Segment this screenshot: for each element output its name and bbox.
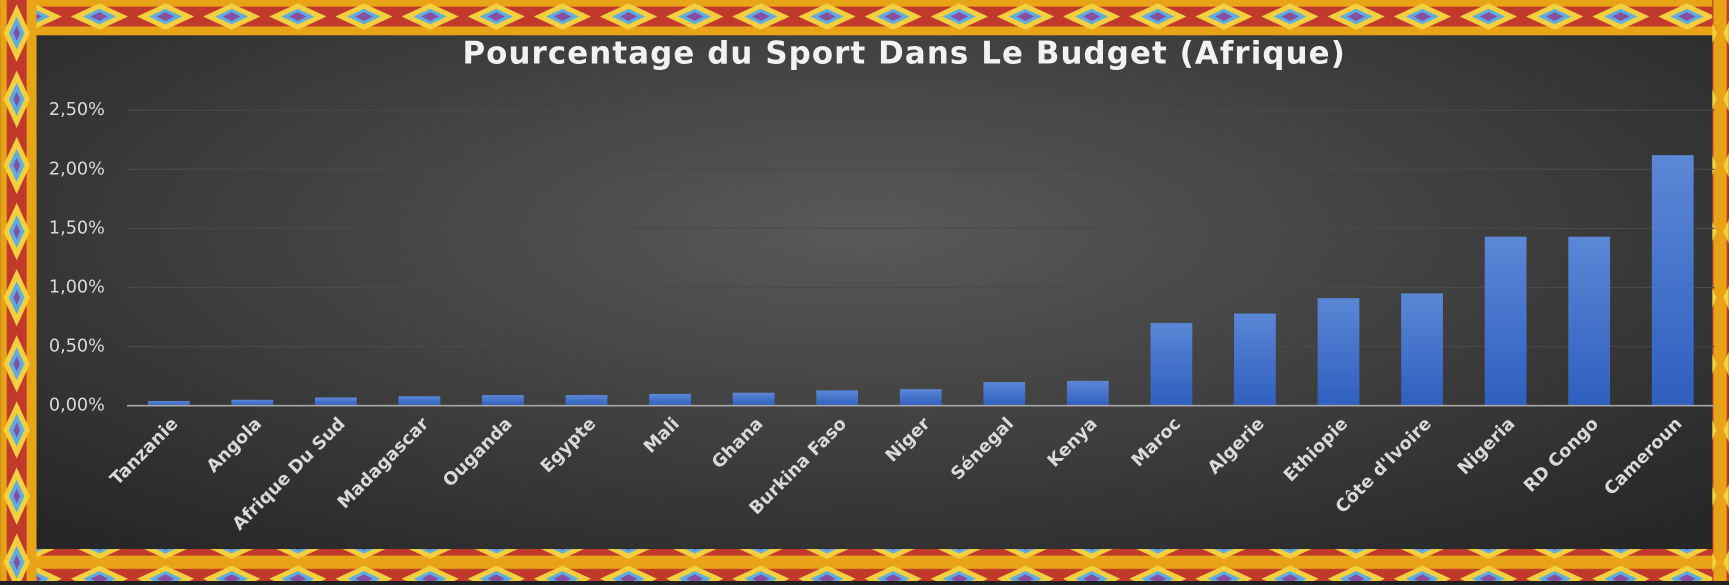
chart-title: Pourcentage du Sport Dans Le Budget (Afr… [462,36,1345,72]
bar [816,390,859,406]
bar [1401,293,1443,406]
bar [1568,236,1611,406]
bar [899,389,942,406]
bar [1484,236,1527,406]
bar [482,395,524,406]
y-tick-label: 0,50% [49,337,105,357]
y-tick-label: 1,00% [49,278,105,298]
border-top [0,0,1729,36]
border-bottom [0,549,1729,581]
bar [147,400,190,406]
bar [983,382,1026,406]
border-right [1712,0,1729,581]
bar [1150,322,1193,406]
bar [231,399,274,406]
y-tick-label: 2,00% [49,159,105,179]
bar [649,393,691,406]
y-tick-label: 2,50% [49,100,105,120]
y-tick-label: 0,00% [49,396,105,416]
bar [398,396,441,406]
bar [314,397,357,406]
bar [1317,298,1360,406]
border-left [0,0,37,581]
bar [1651,155,1694,406]
y-tick-label: 1,50% [49,218,105,238]
bar [732,392,775,406]
bar [565,395,608,406]
bar [1234,313,1276,406]
bar [1066,380,1109,406]
